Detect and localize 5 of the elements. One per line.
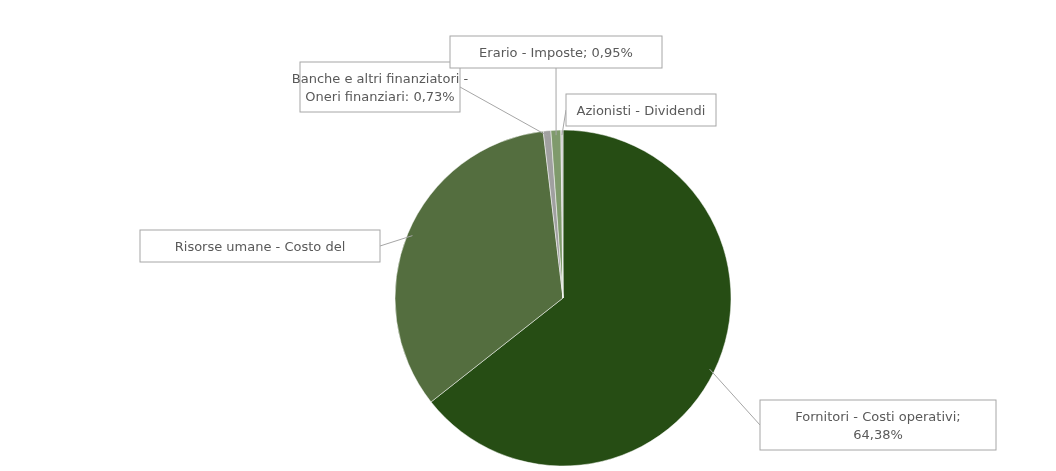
slice-label: Azionisti - Dividendi [576, 102, 706, 118]
slice-label: Banche e altri finanziatori - Oneri finanziari: 0,73% [291, 70, 469, 104]
slice-label: Risorse umane - Costo del [174, 238, 346, 254]
slice-label: Erario - Imposte; 0,95% [479, 44, 633, 60]
slice-label: Fornitori - Costi operativi; 64,38% [795, 408, 961, 442]
